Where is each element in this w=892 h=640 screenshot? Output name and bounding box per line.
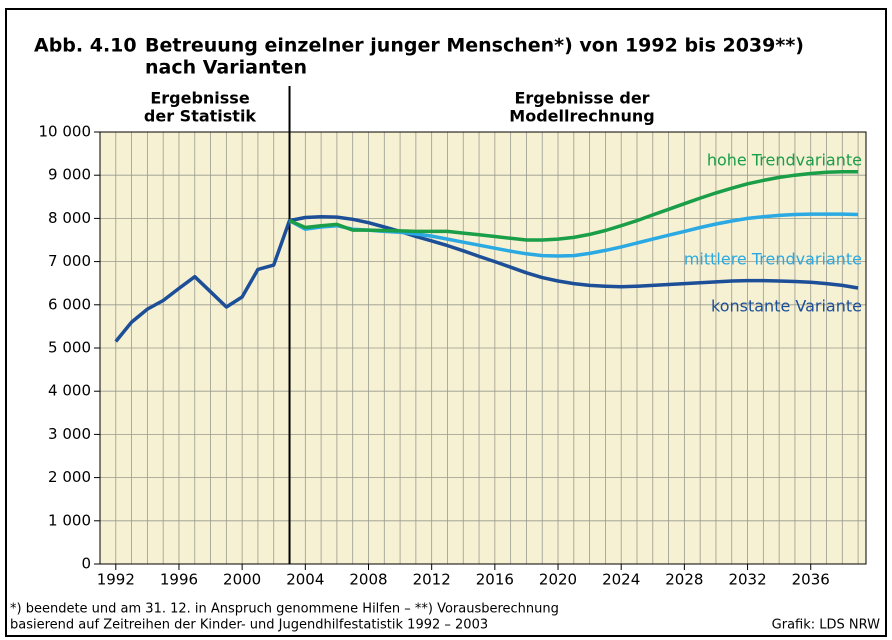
y-tick-label: 8 000 bbox=[48, 209, 91, 227]
x-tick-label: 2020 bbox=[539, 571, 577, 589]
section-label: der Statistik bbox=[144, 107, 257, 126]
footnote: basierend auf Zeitreihen der Kinder- und… bbox=[10, 618, 488, 633]
footnote: *) beendete und am 31. 12. in Anspruch g… bbox=[10, 602, 559, 617]
x-tick-label: 2028 bbox=[665, 571, 703, 589]
x-tick-label: 2024 bbox=[602, 571, 640, 589]
figure-number: Abb. 4.10 bbox=[34, 35, 137, 57]
y-tick-label: 10 000 bbox=[39, 123, 92, 141]
chart-title: nach Varianten bbox=[145, 57, 307, 79]
chart-title: Betreuung einzelner junger Menschen*) vo… bbox=[145, 35, 804, 57]
line-series bbox=[114, 214, 859, 343]
x-tick-label: 2036 bbox=[792, 571, 830, 589]
x-tick-label: 1996 bbox=[160, 571, 198, 589]
x-tick-label: 2016 bbox=[476, 571, 514, 589]
y-tick-label: 9 000 bbox=[48, 166, 91, 184]
series-label: mittlere Trendvariante bbox=[684, 250, 862, 269]
section-label: Ergebnisse der bbox=[514, 89, 649, 108]
x-tick-label: 2008 bbox=[349, 571, 387, 589]
y-tick-label: 5 000 bbox=[48, 339, 91, 357]
y-tick-label: 3 000 bbox=[48, 425, 91, 443]
x-tick-label: 2032 bbox=[728, 571, 766, 589]
x-tick-label: 2004 bbox=[286, 571, 324, 589]
y-tick-label: 0 bbox=[81, 555, 91, 573]
y-tick-label: 1 000 bbox=[48, 511, 91, 529]
y-tick-label: 7 000 bbox=[48, 252, 91, 270]
section-label: Ergebnisse bbox=[150, 89, 250, 108]
series-label: konstante Variante bbox=[711, 297, 862, 316]
section-label: Modellrechnung bbox=[509, 107, 654, 126]
y-tick-label: 6 000 bbox=[48, 295, 91, 313]
series-label: hohe Trendvariante bbox=[707, 151, 862, 170]
x-tick-label: 1992 bbox=[97, 571, 135, 589]
source: Grafik: LDS NRW bbox=[772, 618, 880, 633]
y-tick-label: 4 000 bbox=[48, 382, 91, 400]
x-tick-label: 2000 bbox=[223, 571, 261, 589]
line-series bbox=[288, 169, 859, 242]
y-tick-label: 2 000 bbox=[48, 468, 91, 486]
plot-border bbox=[99, 131, 867, 565]
x-tick-label: 2012 bbox=[413, 571, 451, 589]
